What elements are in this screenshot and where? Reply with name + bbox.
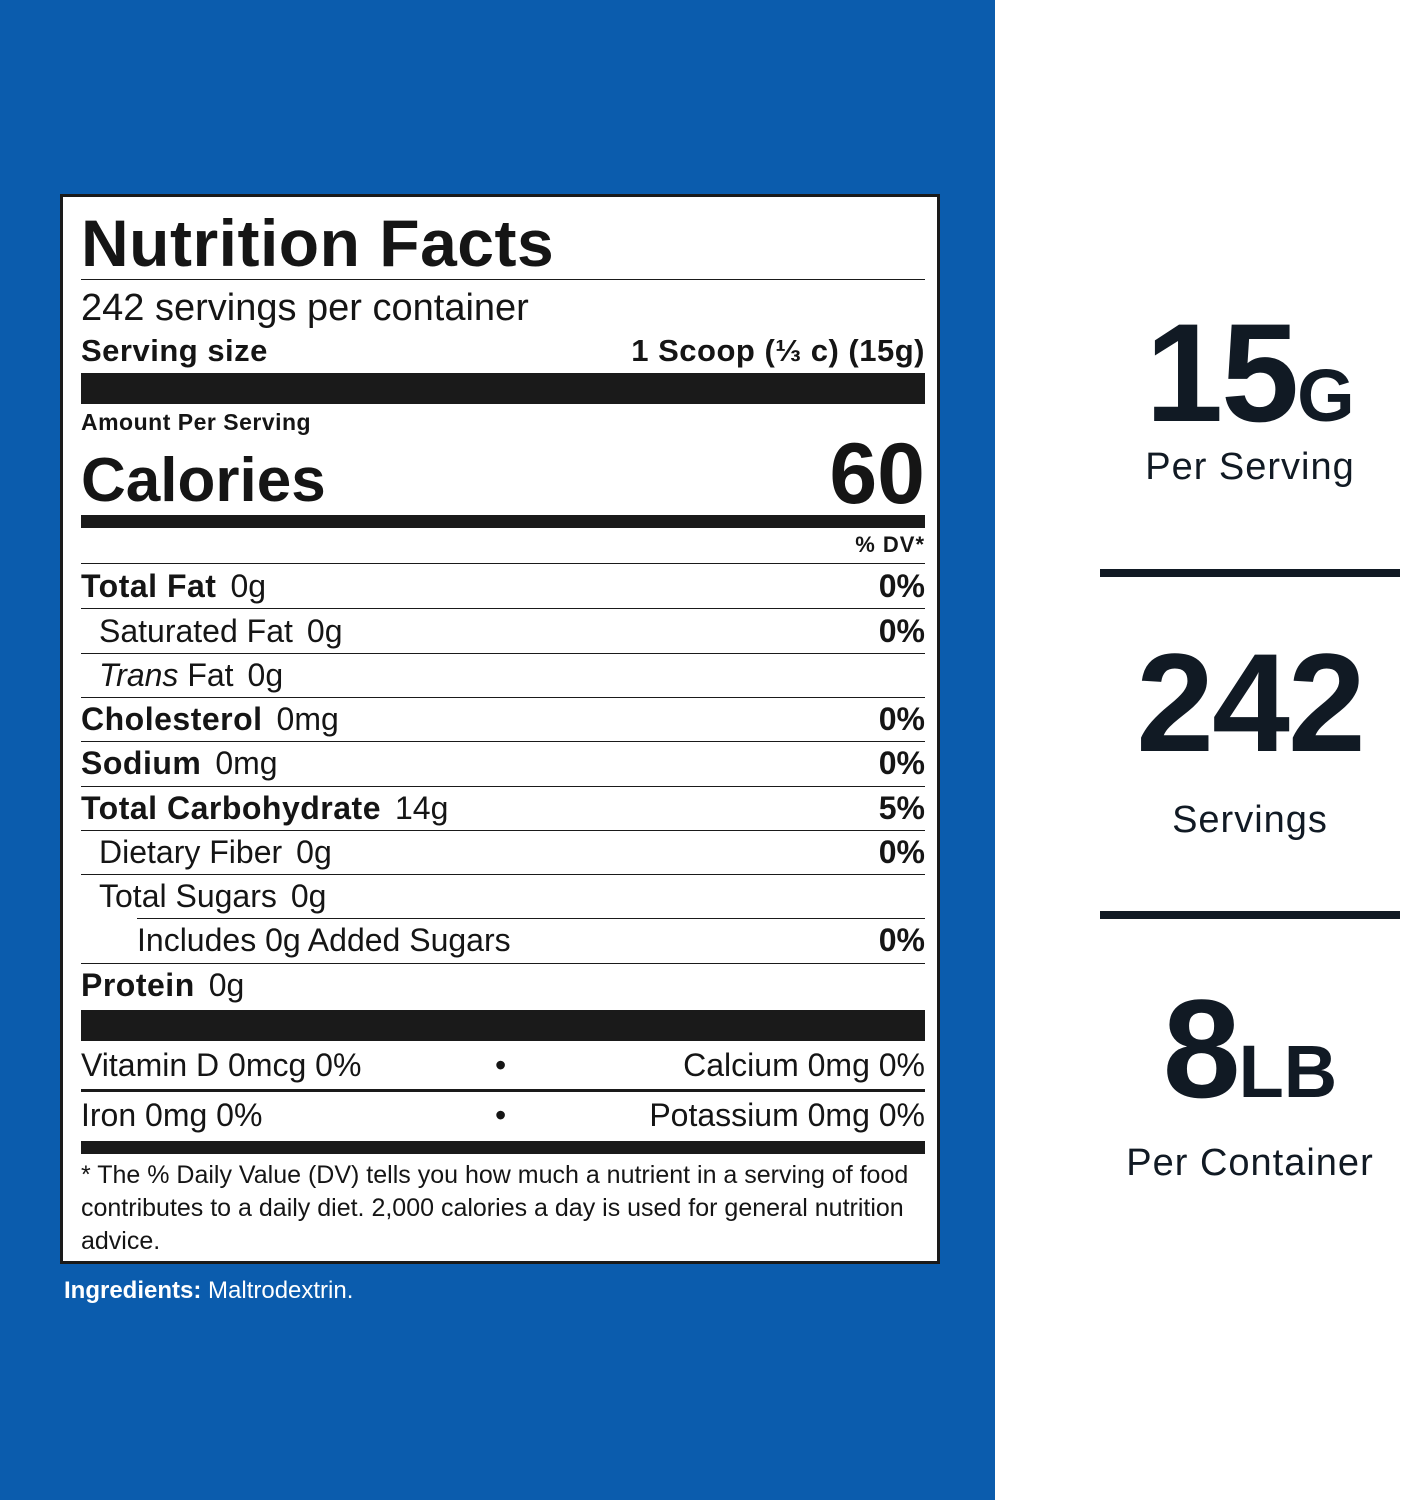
divider-thin: [81, 563, 925, 564]
stat-divider: [1100, 911, 1400, 919]
stat-per-container-label: Per Container: [1126, 1142, 1374, 1184]
daily-value-header: % DV*: [855, 532, 925, 557]
serving-size-label: Serving size: [81, 333, 268, 368]
ingredients-value: Maltrodextrin.: [208, 1277, 354, 1304]
vitamin-row: Vitamin D 0mcg 0% • Calcium 0mg 0%: [81, 1043, 925, 1091]
stat-divider: [1100, 569, 1400, 577]
divider-thin: [81, 786, 925, 787]
vitamin-d-entry: Vitamin D 0mcg 0%: [81, 1047, 362, 1083]
iron-entry: Iron 0mg 0%: [81, 1097, 263, 1133]
divider-thin: [81, 1089, 925, 1092]
nutrient-row-dietary-fiber: Dietary Fiber 0g 0%: [99, 834, 925, 870]
divider-thin: [81, 741, 925, 742]
calories-value: 60: [829, 426, 925, 522]
ingredients-label: Ingredients:: [64, 1277, 202, 1304]
divider-thin: [81, 653, 925, 654]
nutrient-row-total-fat: Total Fat 0g 0%: [81, 568, 925, 604]
nutrient-row-added-sugars: Includes 0g Added Sugars 0%: [137, 922, 925, 958]
bullet: •: [495, 1097, 507, 1133]
stat-grams-per-serving: 15G: [1145, 294, 1355, 451]
divider-medium: [81, 515, 925, 528]
stat-servings: 242: [1136, 624, 1366, 781]
nutrient-row-trans-fat: Trans Fat 0g: [99, 657, 284, 693]
calcium-entry: Calcium 0mg 0%: [683, 1047, 925, 1083]
nutrient-row-total-sugars: Total Sugars 0g: [99, 878, 327, 914]
daily-value-footnote: * The % Daily Value (DV) tells you how m…: [81, 1161, 909, 1255]
divider-thick: [81, 1010, 925, 1041]
divider-medium: [81, 1141, 925, 1154]
nutrient-row-saturated-fat: Saturated Fat 0g 0%: [99, 613, 925, 649]
nutrient-row-total-carbohydrate: Total Carbohydrate 14g 5%: [81, 790, 925, 826]
amount-per-serving: Amount Per Serving: [81, 409, 312, 435]
potassium-entry: Potassium 0mg 0%: [649, 1097, 925, 1133]
mineral-row: Iron 0mg 0% • Potassium 0mg 0%: [81, 1093, 925, 1141]
servings-per-container: 242 servings per container: [81, 287, 529, 329]
bullet: •: [495, 1047, 507, 1083]
ingredients-line: Ingredients: Maltrodextrin.: [64, 1277, 353, 1305]
stat-servings-label: Servings: [1172, 799, 1328, 841]
serving-size-value: 1 Scoop (⅓ c) (15g): [631, 333, 925, 368]
nutrient-row-cholesterol: Cholesterol 0mg 0%: [81, 701, 925, 737]
product-panel: Nutrition Facts 242 servings per contain…: [0, 0, 995, 1500]
divider-thin: [81, 279, 925, 280]
divider-thin: [81, 608, 925, 609]
nutrient-row-protein: Protein 0g: [81, 967, 245, 1003]
nutrition-facts-label: Nutrition Facts 242 servings per contain…: [60, 194, 940, 1264]
divider-thin: [81, 963, 925, 964]
label-title: Nutrition Facts: [81, 206, 555, 280]
stat-per-serving-label: Per Serving: [1145, 446, 1355, 488]
divider-thin: [81, 697, 925, 698]
divider-thin: [81, 830, 925, 831]
calories-label: Calories: [81, 446, 326, 515]
divider-thin: [81, 874, 925, 875]
nutrient-row-sodium: Sodium 0mg 0%: [81, 745, 925, 781]
divider-thin: [137, 918, 925, 919]
divider-thick: [81, 373, 925, 404]
stat-pounds-per-container: 8LB: [1162, 970, 1338, 1127]
